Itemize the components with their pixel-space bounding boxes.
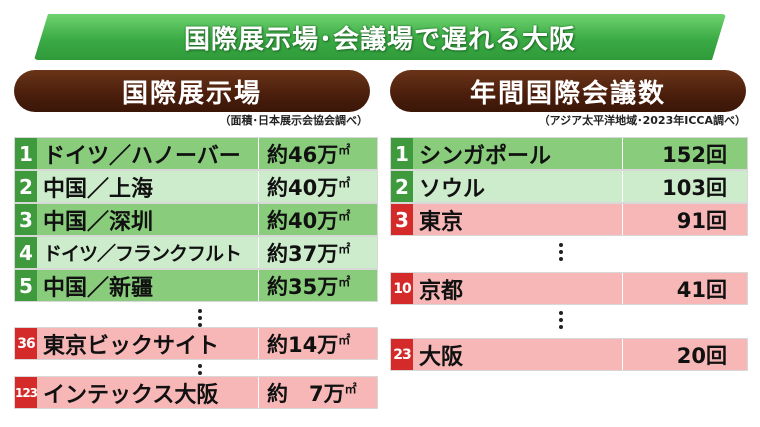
area-value: 約40万: [267, 175, 339, 200]
unit-suffix: ㎡: [338, 242, 351, 256]
conference-count: 103回: [623, 171, 747, 202]
exhibition-header: 国際展示場: [14, 70, 370, 112]
area-value: 約46万: [267, 142, 339, 167]
table-row: 3 東京 91回: [390, 203, 748, 236]
rank-badge: 3: [15, 204, 37, 235]
conference-count: 152回: [623, 138, 747, 169]
unit-suffix: ㎡: [338, 176, 351, 190]
area-value: 約35万: [267, 274, 339, 299]
rank-badge: 123: [15, 377, 38, 408]
rank-badge: 2: [15, 171, 37, 202]
conference-source-note: （アジア太平洋地域･2023年ICCA調べ）: [538, 114, 746, 127]
table-row: 2 ソウル 103回: [390, 170, 748, 203]
city-name: 大阪: [413, 339, 623, 370]
conference-count: 41回: [623, 273, 747, 304]
venue-name: インテックス大阪: [37, 377, 259, 408]
unit-suffix: ㎡: [338, 333, 351, 347]
conference-header: 年間国際会議数: [390, 70, 746, 112]
table-row: 1 シンガポール 152回: [390, 137, 748, 170]
unit-suffix: ㎡: [338, 275, 351, 289]
rank-badge: 2: [391, 171, 413, 202]
area-value: 約40万: [267, 208, 339, 233]
venue-name: 中国／深圳: [37, 204, 259, 235]
ellipsis-dots: [559, 311, 565, 329]
ellipsis-dots: [198, 364, 204, 375]
area-value: 約37万: [267, 241, 339, 266]
rank-badge: 5: [15, 270, 37, 301]
page-title: 国際展示場･会議場で遅れる大阪: [183, 24, 576, 55]
conference-count: 20回: [623, 339, 747, 370]
table-row: 23 大阪 20回: [390, 338, 748, 371]
unit-suffix: ㎡: [338, 143, 351, 157]
area-value: 約 7万: [267, 381, 345, 406]
venue-name: 中国／上海: [37, 171, 259, 202]
venue-name: ドイツ／フランクフルト: [37, 237, 259, 268]
city-name: 東京: [413, 204, 623, 235]
ellipsis-dots: [198, 309, 204, 327]
table-row: 10 京都 41回: [390, 272, 748, 305]
rank-badge: 4: [15, 237, 37, 268]
ellipsis-dots: [559, 243, 565, 261]
rank-badge: 3: [391, 204, 413, 235]
rank-badge: 1: [15, 138, 37, 169]
venue-name: ドイツ／ハノーバー: [37, 138, 259, 169]
conference-count: 91回: [623, 204, 747, 235]
venue-name: 中国／新疆: [37, 270, 259, 301]
unit-suffix: ㎡: [344, 382, 357, 396]
rank-badge: 1: [391, 138, 413, 169]
city-name: シンガポール: [413, 138, 623, 169]
rank-badge: 36: [15, 328, 37, 359]
area-value: 約14万: [267, 332, 339, 357]
exhibition-source-note: （面積･日本展示会協会調べ）: [219, 114, 369, 127]
rank-badge: 23: [391, 339, 413, 370]
venue-name: 東京ビックサイト: [37, 328, 259, 359]
title-banner: 国際展示場･会議場で遅れる大阪: [34, 14, 726, 60]
city-name: 京都: [413, 273, 623, 304]
city-name: ソウル: [413, 171, 623, 202]
rank-badge: 10: [391, 273, 413, 304]
unit-suffix: ㎡: [338, 209, 351, 223]
